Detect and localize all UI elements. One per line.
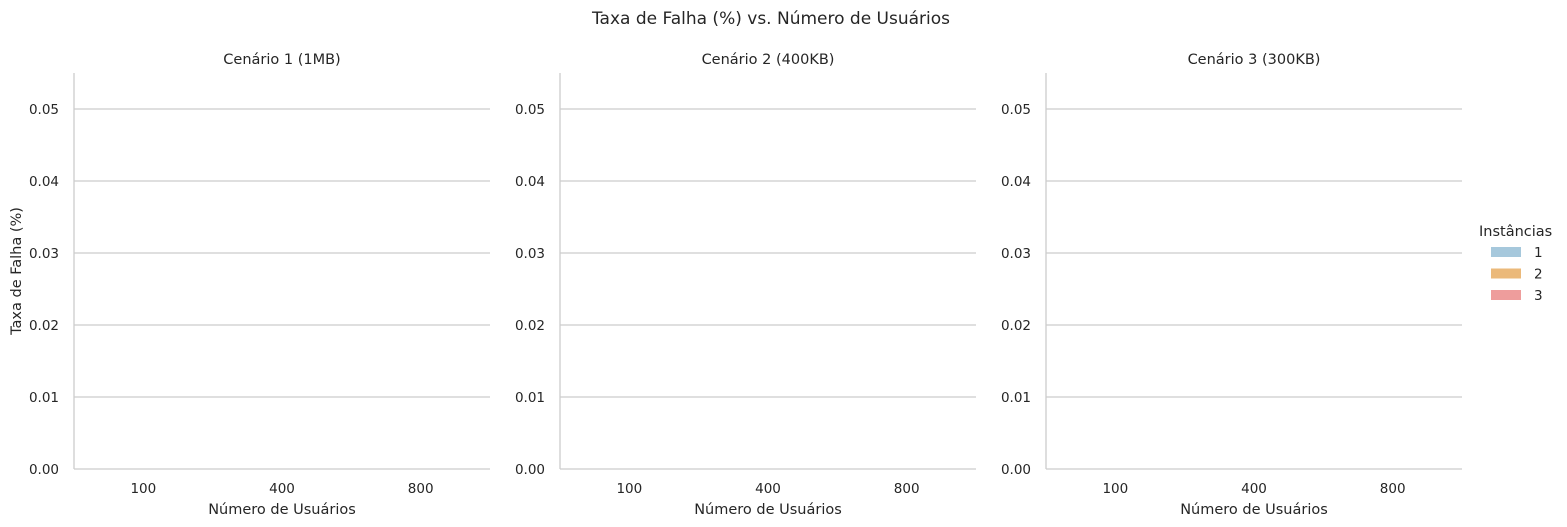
y-tick-label: 0.02 [1001,318,1031,334]
y-tick-label: 0.03 [515,246,545,262]
y-tick-label: 0.01 [515,390,545,406]
x-axis-label: Número de Usuários [694,502,842,518]
x-tick-label: 400 [1241,481,1267,497]
facet-panel-3: 0.00 0.01 0.02 0.03 0.04 0.05 100 400 800 Cenário… [1001,52,1462,518]
y-tick-label: 0.04 [1001,174,1031,190]
facet-panel-1: 0.00 0.01 0.02 0.03 0.04 0.05 100 400 800 Cenário… [29,52,490,518]
y-tick-label: 0.00 [29,462,59,478]
legend-swatch-1 [1491,247,1521,257]
panel-title: Cenário 1 (1MB) [223,52,340,68]
x-tick-label: 800 [894,481,920,497]
y-tick-label: 0.05 [1001,102,1031,118]
y-tick-label: 0.05 [515,102,545,118]
legend-entries: 1 2 3 [1491,245,1543,304]
y-axis-label: Taxa de Falha (%) [9,207,25,336]
legend-label: 1 [1534,245,1543,261]
facet-panels: 0.00 0.01 0.02 0.03 0.04 0.05 100 400 800 Cenário… [29,52,1462,518]
legend-title: Instâncias [1479,224,1552,240]
x-tick-label: 100 [130,481,156,497]
x-axis-label: Número de Usuários [1180,502,1328,518]
y-tick-label: 0.01 [29,390,59,406]
x-tick-label: 800 [408,481,434,497]
y-tick-label: 0.03 [1001,246,1031,262]
y-tick-label: 0.02 [29,318,59,334]
x-tick-label: 100 [1102,481,1128,497]
legend-label: 3 [1534,288,1543,304]
panel-title: Cenário 3 (300KB) [1188,52,1321,68]
x-axis-label: Número de Usuários [208,502,356,518]
y-tick-label: 0.04 [515,174,545,190]
y-tick-label: 0.00 [515,462,545,478]
legend: Instâncias 1 2 3 [1479,224,1552,304]
legend-swatch-3 [1491,290,1521,300]
y-tick-label: 0.03 [29,246,59,262]
y-tick-label: 0.00 [1001,462,1031,478]
figure-title: Taxa de Falha (%) vs. Número de Usuários [591,9,950,29]
facet-panel-2: 0.00 0.01 0.02 0.03 0.04 0.05 100 400 800 Cenário… [515,52,976,518]
x-tick-label: 400 [755,481,781,497]
x-tick-label: 400 [269,481,295,497]
y-tick-label: 0.05 [29,102,59,118]
x-tick-label: 800 [1380,481,1406,497]
y-tick-label: 0.02 [515,318,545,334]
y-tick-label: 0.04 [29,174,59,190]
panel-title: Cenário 2 (400KB) [702,52,835,68]
legend-swatch-2 [1491,268,1521,279]
y-tick-label: 0.01 [1001,390,1031,406]
x-tick-label: 100 [616,481,642,497]
legend-label: 2 [1534,267,1543,283]
